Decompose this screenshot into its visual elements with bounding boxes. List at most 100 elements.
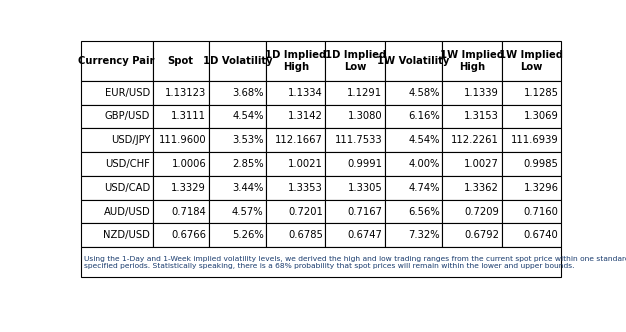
Bar [81,200,153,223]
Text: 1.1334: 1.1334 [288,88,323,98]
Text: 0.6747: 0.6747 [347,230,382,240]
Text: 6.16%: 6.16% [408,112,440,122]
Bar [208,223,266,247]
Bar [266,152,326,176]
Text: 111.6939: 111.6939 [511,135,558,145]
Bar [266,200,326,223]
Text: 1.3296: 1.3296 [523,183,558,193]
Text: 0.9991: 0.9991 [347,159,382,169]
Text: 1.3069: 1.3069 [524,112,558,122]
Bar [81,223,153,247]
Bar [385,223,442,247]
Bar [153,176,208,200]
Bar [81,152,153,176]
Text: Spot: Spot [168,56,193,66]
Text: 1W Implied
High: 1W Implied High [440,50,504,72]
Bar [153,128,208,152]
Bar [501,41,561,81]
Bar [326,200,385,223]
Bar [385,152,442,176]
Bar [385,41,442,81]
Bar [208,105,266,128]
Text: 1.3362: 1.3362 [464,183,499,193]
Text: 4.74%: 4.74% [408,183,440,193]
Bar [81,41,153,81]
Text: 7.32%: 7.32% [408,230,440,240]
Bar [442,105,501,128]
Text: 112.2261: 112.2261 [451,135,499,145]
Bar [501,152,561,176]
Text: 111.9600: 111.9600 [158,135,206,145]
Text: 1D Implied
High: 1D Implied High [265,50,326,72]
Text: 4.54%: 4.54% [408,135,440,145]
Bar [81,105,153,128]
Bar [326,176,385,200]
Text: NZD/USD: NZD/USD [103,230,150,240]
Bar [501,128,561,152]
Bar [442,41,501,81]
Bar [501,176,561,200]
Text: 0.7167: 0.7167 [347,207,382,216]
Bar [501,105,561,128]
Text: 0.7160: 0.7160 [524,207,558,216]
Text: 1D Volatility: 1D Volatility [203,56,272,66]
Bar [501,200,561,223]
Bar [208,152,266,176]
Bar [266,81,326,105]
Bar [81,176,153,200]
Text: 0.7209: 0.7209 [464,207,499,216]
Text: 3.44%: 3.44% [232,183,264,193]
Text: 0.6785: 0.6785 [288,230,323,240]
Text: 1W Implied
Low: 1W Implied Low [500,50,563,72]
Text: 1W Volatility: 1W Volatility [377,56,449,66]
Bar [326,41,385,81]
Text: 1.13123: 1.13123 [165,88,206,98]
Bar [81,247,561,277]
Bar [442,223,501,247]
Text: Currency Pair: Currency Pair [78,56,155,66]
Text: 111.7533: 111.7533 [335,135,382,145]
Bar [326,105,385,128]
Bar [501,81,561,105]
Bar [208,128,266,152]
Text: 0.9985: 0.9985 [524,159,558,169]
Bar [326,128,385,152]
Bar [442,200,501,223]
Bar [266,223,326,247]
Text: 1.3305: 1.3305 [347,183,382,193]
Text: 0.6766: 0.6766 [172,230,206,240]
Bar [153,81,208,105]
Bar [385,81,442,105]
Bar [442,176,501,200]
Text: USD/CAD: USD/CAD [104,183,150,193]
Text: 112.1667: 112.1667 [275,135,323,145]
Bar [385,105,442,128]
Text: 1.1339: 1.1339 [464,88,499,98]
Bar [326,81,385,105]
Text: 0.6740: 0.6740 [524,230,558,240]
Text: 1.3080: 1.3080 [348,112,382,122]
Text: 0.7184: 0.7184 [172,207,206,216]
Text: 1.0021: 1.0021 [288,159,323,169]
Text: 1.1285: 1.1285 [523,88,558,98]
Bar [442,152,501,176]
Text: USD/CHF: USD/CHF [105,159,150,169]
Bar [385,200,442,223]
Text: 6.56%: 6.56% [408,207,440,216]
Bar [153,105,208,128]
Text: 0.7201: 0.7201 [288,207,323,216]
Text: specified periods. Statistically speaking, there is a 68% probability that spot : specified periods. Statistically speakin… [84,264,575,270]
Bar [81,81,153,105]
Bar [385,128,442,152]
Bar [208,200,266,223]
Text: 1.3329: 1.3329 [172,183,206,193]
Text: 5.26%: 5.26% [232,230,264,240]
Bar [266,128,326,152]
Text: 4.58%: 4.58% [408,88,440,98]
Bar [208,176,266,200]
Bar [442,128,501,152]
Text: 4.57%: 4.57% [232,207,264,216]
Text: 1.0027: 1.0027 [464,159,499,169]
Bar [385,176,442,200]
Text: 1D Implied
Low: 1D Implied Low [324,50,386,72]
